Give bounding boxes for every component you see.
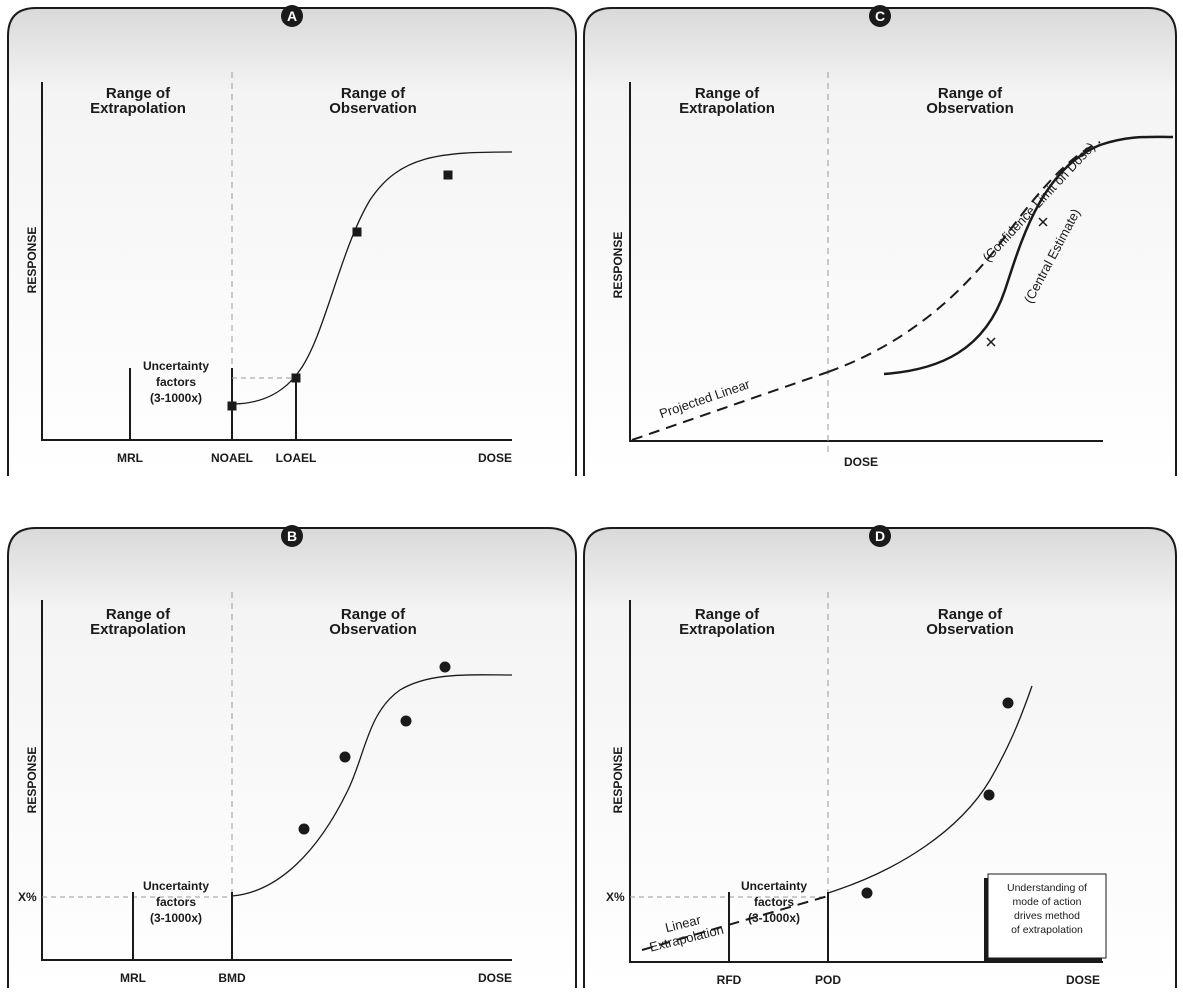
- panel-b-region-observation: Range of Observation: [329, 606, 417, 638]
- panel-a-x-axis-label: DOSE: [478, 451, 512, 465]
- panel-a-y-axis-label: RESPONSE: [25, 227, 39, 294]
- panel-d-response-curve: [827, 685, 1033, 894]
- panel-b-region-extrapolation: Range of Extrapolation: [90, 606, 186, 638]
- panel-d-uncertainty-label-line: factors: [754, 895, 794, 909]
- panel-a-data-point: [352, 227, 362, 237]
- panel-d-note-text-line: of extrapolation: [1011, 924, 1083, 936]
- panel-b-frame: [7, 527, 577, 988]
- panel-a-data-point: [443, 170, 453, 180]
- panel-c-data-point: [986, 337, 996, 347]
- panel-a-data-point: [227, 401, 237, 411]
- panel-c-badge: [869, 5, 891, 27]
- panel-b-uncertainty-label-line: factors: [156, 895, 196, 909]
- panel-d-data-point: [983, 789, 995, 801]
- panel-c-data-point: [1038, 217, 1048, 227]
- panel-b-data-point: [400, 715, 412, 727]
- panel-d-y-axis-label: RESPONSE: [611, 747, 625, 814]
- panel-d-note-text-line: Understanding of: [1007, 882, 1087, 894]
- panel-d-note-text: Understanding of mode of action drives met…: [1007, 882, 1087, 936]
- panel-c-region-extrapolation-line: Extrapolation: [679, 100, 775, 117]
- panel-c-region-extrapolation: Range of Extrapolation: [679, 85, 775, 117]
- panel-b-tick-mrl: MRL: [120, 971, 146, 985]
- panel-d-note-text-line: drives method: [1014, 910, 1080, 922]
- panel-d-region-extrapolation: Range of Extrapolation: [679, 606, 775, 638]
- panel-a-region-observation: Range of Observation: [329, 85, 417, 117]
- panel-d-region-extrapolation-line: Extrapolation: [679, 621, 775, 638]
- panel-c-projected-linear: [631, 371, 829, 441]
- panel-c-region-observation-line: Range of: [938, 85, 1003, 102]
- panel-d-x-axis-label: DOSE: [1066, 973, 1100, 987]
- panel-b-uncertainty-label-line: (3-1000x): [150, 911, 202, 925]
- panel-b-response-curve: [231, 674, 513, 897]
- panel-a-region-extrapolation: Range of Extrapolation: [90, 85, 186, 117]
- panel-b-badge-letter: B: [287, 528, 297, 544]
- panel-c-badge-letter: C: [875, 8, 885, 24]
- panel-c-region-observation: Range of Observation: [926, 85, 1014, 117]
- panel-b-region-extrapolation-line: Extrapolation: [90, 621, 186, 638]
- panel-b-y-axis-label: RESPONSE: [25, 747, 39, 814]
- panel-d-tick-xpct: X%: [606, 890, 625, 904]
- panel-a-tick-noael: NOAEL: [211, 451, 253, 465]
- panel-a-uncertainty-label: Uncertainty factors (3-1000x): [143, 359, 209, 405]
- panel-c-confidence-limit-curve: [827, 141, 1101, 373]
- panel-c-data-point-stroke-2: [986, 337, 996, 347]
- panel-b-tick-bmd: BMD: [218, 971, 246, 985]
- panel-b-data-point: [339, 751, 351, 763]
- panel-c-central-estimate-curve: [883, 135, 1174, 376]
- panel-a-uncertainty-label-line: (3-1000x): [150, 391, 202, 405]
- panel-d-data-point: [861, 887, 873, 899]
- panel-d-note-text-line: mode of action: [1013, 896, 1082, 908]
- panel-d-tick-pod: POD: [815, 973, 841, 987]
- panel-b-badge: [281, 525, 303, 547]
- panel-a-region-extrapolation-line: Extrapolation: [90, 100, 186, 117]
- panel-a-tick-mrl: MRL: [117, 451, 143, 465]
- panel-a-uncertainty-label-line: factors: [156, 375, 196, 389]
- panel-a-region-extrapolation-line: Range of: [106, 85, 171, 102]
- panel-a-response-curve: [231, 151, 513, 405]
- panel-c-data-point-stroke-2: [1038, 217, 1048, 227]
- panel-a-badge-letter: A: [287, 8, 297, 24]
- panel-b-uncertainty-label: Uncertainty factors (3-1000x): [143, 879, 209, 925]
- panel-d-badge: [869, 525, 891, 547]
- panel-d-note-box: [987, 873, 1107, 959]
- panel-a-data-point: [291, 373, 301, 383]
- panel-b-data-point: [439, 661, 451, 673]
- panel-d-linear-extrapolation: [641, 895, 829, 951]
- panel-b-data-point: [298, 823, 310, 835]
- panel-a-region-observation-line: Observation: [329, 100, 417, 117]
- panel-c-region-observation-line: Observation: [926, 100, 1014, 117]
- panel-b-x-axis-label: DOSE: [478, 971, 512, 985]
- panel-b-region-extrapolation-line: Range of: [106, 606, 171, 623]
- panel-b-uncertainty-label-line: Uncertainty: [143, 879, 209, 893]
- panel-d-data-point: [1002, 697, 1014, 709]
- panel-d-region-observation-line: Observation: [926, 621, 1014, 638]
- panel-d-region-extrapolation-line: Range of: [695, 606, 760, 623]
- panel-b-region-observation-line: Observation: [329, 621, 417, 638]
- panel-d-tick-rfd: RFD: [717, 973, 742, 987]
- panel-a-region-observation-line: Range of: [341, 85, 406, 102]
- panel-a-tick-loael: LOAEL: [276, 451, 317, 465]
- panel-d-uncertainty-label-line: Uncertainty: [741, 879, 807, 893]
- panel-d-region-observation: Range of Observation: [926, 606, 1014, 638]
- panel-c-x-axis-label: DOSE: [844, 455, 878, 469]
- panel-c-y-axis-label: RESPONSE: [611, 232, 625, 299]
- panel-d-uncertainty-label: Uncertainty factors (3-1000x): [741, 879, 807, 925]
- panel-d-uncertainty-label-line: (3-1000x): [748, 911, 800, 925]
- panel-c-region-extrapolation-line: Range of: [695, 85, 760, 102]
- panel-b-tick-xpct: X%: [18, 890, 37, 904]
- panel-a-uncertainty-label-line: Uncertainty: [143, 359, 209, 373]
- panel-d-badge-letter: D: [875, 528, 885, 544]
- panel-d-region-observation-line: Range of: [938, 606, 1003, 623]
- panel-b-region-observation-line: Range of: [341, 606, 406, 623]
- panel-a-frame: [7, 7, 577, 476]
- panel-a-badge: [281, 5, 303, 27]
